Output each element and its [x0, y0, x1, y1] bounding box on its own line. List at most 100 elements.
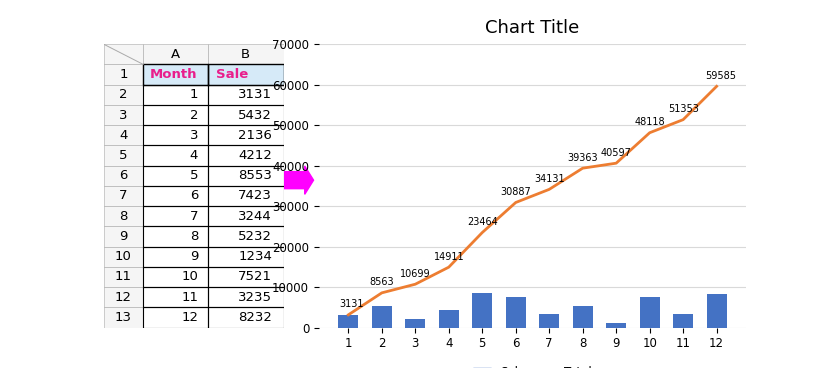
- Text: 3235: 3235: [238, 291, 272, 304]
- Text: 39363: 39363: [566, 153, 597, 163]
- Bar: [104, 64, 143, 85]
- Bar: [104, 186, 143, 206]
- Bar: [208, 307, 283, 328]
- Text: 59585: 59585: [705, 71, 735, 81]
- Text: 9: 9: [190, 250, 198, 263]
- Text: 4: 4: [190, 149, 198, 162]
- Bar: [208, 206, 283, 226]
- Text: 1: 1: [190, 88, 198, 101]
- Bar: [672, 314, 692, 328]
- Bar: [143, 247, 208, 267]
- Text: 2: 2: [190, 109, 198, 121]
- Bar: [338, 315, 358, 328]
- Bar: [208, 166, 283, 186]
- FancyArrow shape: [283, 166, 313, 194]
- Text: 7423: 7423: [238, 190, 272, 202]
- Bar: [104, 247, 143, 267]
- Bar: [705, 294, 726, 328]
- Bar: [371, 305, 392, 328]
- Bar: [208, 287, 283, 307]
- Bar: [104, 267, 143, 287]
- Bar: [143, 85, 208, 105]
- Text: 51353: 51353: [667, 104, 698, 114]
- Bar: [143, 307, 208, 328]
- Bar: [438, 311, 458, 328]
- Bar: [143, 105, 208, 125]
- Text: 10: 10: [115, 250, 132, 263]
- Bar: [104, 166, 143, 186]
- Text: 10699: 10699: [399, 269, 430, 279]
- Text: 1: 1: [119, 68, 128, 81]
- Bar: [143, 267, 208, 287]
- Text: 3244: 3244: [238, 210, 272, 223]
- Text: 5232: 5232: [238, 230, 272, 243]
- Bar: [208, 125, 283, 145]
- Bar: [208, 85, 283, 105]
- Text: 23464: 23464: [466, 217, 497, 227]
- Bar: [208, 105, 283, 125]
- Bar: [405, 319, 425, 328]
- Text: 13: 13: [115, 311, 132, 324]
- Text: 5: 5: [190, 169, 198, 182]
- Bar: [208, 44, 283, 64]
- Text: 14911: 14911: [433, 252, 464, 262]
- Bar: [104, 307, 143, 328]
- Text: 11: 11: [181, 291, 198, 304]
- Bar: [208, 226, 283, 247]
- Text: 2: 2: [119, 88, 128, 101]
- Text: 5: 5: [119, 149, 128, 162]
- Text: 5432: 5432: [238, 109, 272, 121]
- Text: 40597: 40597: [600, 148, 631, 158]
- Legend: Sale, Total: Sale, Total: [468, 361, 596, 368]
- Text: 11: 11: [115, 270, 132, 283]
- Bar: [104, 287, 143, 307]
- Text: 1234: 1234: [238, 250, 272, 263]
- Text: 3: 3: [119, 109, 128, 121]
- Text: 10: 10: [181, 270, 198, 283]
- Bar: [143, 186, 208, 206]
- Text: Sale: Sale: [215, 68, 248, 81]
- Text: 4: 4: [119, 129, 128, 142]
- Text: 6: 6: [119, 169, 128, 182]
- Bar: [143, 145, 208, 166]
- Text: 8553: 8553: [238, 169, 272, 182]
- Text: 3131: 3131: [339, 299, 363, 309]
- Bar: [104, 206, 143, 226]
- Bar: [605, 322, 625, 328]
- Text: 7: 7: [119, 190, 128, 202]
- Text: 8: 8: [119, 210, 128, 223]
- Bar: [472, 293, 492, 328]
- Bar: [104, 125, 143, 145]
- Bar: [143, 125, 208, 145]
- Bar: [104, 226, 143, 247]
- Text: 7521: 7521: [238, 270, 272, 283]
- Bar: [208, 64, 283, 85]
- Bar: [208, 186, 283, 206]
- Bar: [143, 64, 208, 85]
- Text: 8563: 8563: [369, 277, 393, 287]
- Bar: [143, 206, 208, 226]
- Text: 8232: 8232: [238, 311, 272, 324]
- Bar: [538, 314, 559, 328]
- Bar: [143, 226, 208, 247]
- Text: 9: 9: [119, 230, 128, 243]
- Text: 48118: 48118: [633, 117, 664, 127]
- Bar: [104, 85, 143, 105]
- Bar: [143, 287, 208, 307]
- Bar: [104, 44, 143, 64]
- Bar: [208, 247, 283, 267]
- Title: Chart Title: Chart Title: [484, 19, 579, 37]
- Bar: [143, 166, 208, 186]
- Text: 3: 3: [190, 129, 198, 142]
- Bar: [104, 105, 143, 125]
- Text: 4212: 4212: [238, 149, 272, 162]
- Text: 7: 7: [190, 210, 198, 223]
- Bar: [104, 145, 143, 166]
- Bar: [505, 297, 525, 328]
- Bar: [143, 44, 208, 64]
- Bar: [208, 267, 283, 287]
- Text: 2136: 2136: [238, 129, 272, 142]
- Text: 34131: 34131: [533, 174, 564, 184]
- Bar: [639, 297, 659, 328]
- Text: 12: 12: [115, 291, 132, 304]
